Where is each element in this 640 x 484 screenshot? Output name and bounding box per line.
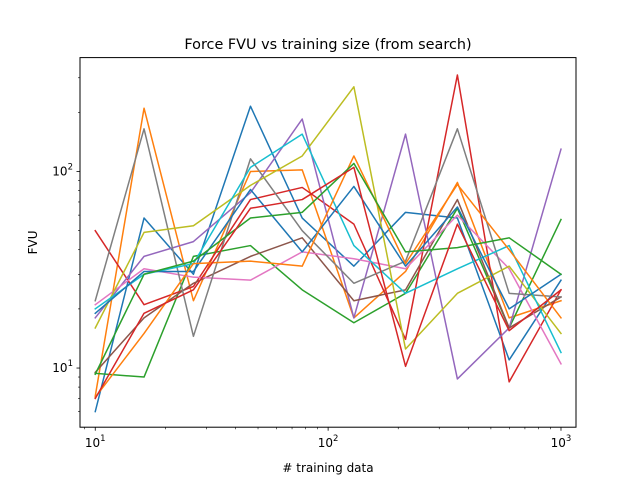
x-tick-label: 101 — [85, 434, 106, 450]
series-line-9 — [94, 86, 563, 350]
x-axis-label: # training data — [282, 461, 373, 475]
series-line-6 — [94, 198, 563, 374]
y-tick-label: 102 — [52, 163, 73, 179]
series-layer — [94, 74, 563, 413]
series-line-11 — [94, 185, 563, 315]
x-tick-label: 102 — [318, 434, 339, 450]
series-line-4 — [94, 74, 563, 383]
chart-title: Force FVU vs training size (from search) — [184, 37, 471, 53]
x-tick-label: 103 — [551, 434, 572, 450]
series-line-13 — [94, 162, 563, 376]
y-axis-label: FVU — [26, 230, 40, 254]
series-line-14 — [94, 166, 563, 400]
series-line-8 — [94, 128, 562, 338]
series-line-7 — [94, 214, 563, 365]
y-tick-label: 101 — [52, 359, 73, 375]
tick-layer: 101 102 103 101 102 — [52, 77, 572, 450]
series-line-2 — [94, 107, 562, 397]
series-line-12 — [94, 155, 563, 399]
series-line-3 — [94, 207, 562, 378]
